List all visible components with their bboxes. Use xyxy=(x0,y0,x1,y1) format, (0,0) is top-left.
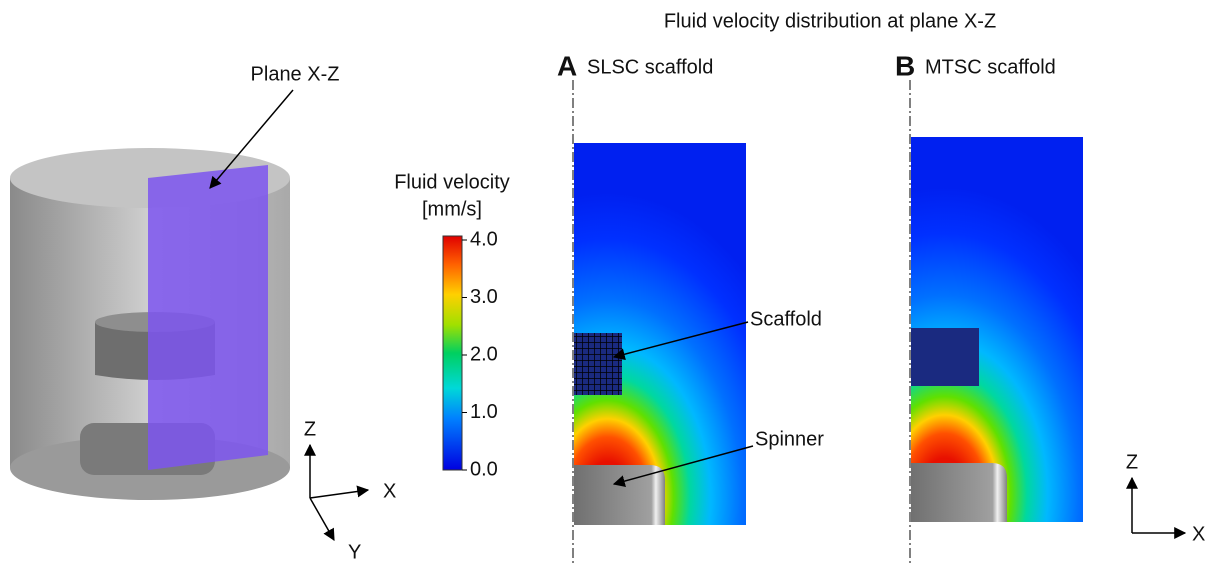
colorbar-unit: [mm/s] xyxy=(422,198,482,220)
annotation-arrow xyxy=(612,445,754,487)
colorbar-tick-label: 3.0 xyxy=(470,286,498,308)
axes-3d xyxy=(304,443,370,542)
plane-label: Plane X-Z xyxy=(251,63,340,85)
axis-label: X xyxy=(1192,523,1205,545)
axes-2d xyxy=(1126,476,1187,539)
panel-label: SLSC scaffold xyxy=(587,56,713,78)
annotation: Scaffold xyxy=(750,308,822,330)
annotation-arrow xyxy=(612,321,749,361)
colorbar-tick-label: 4.0 xyxy=(470,228,498,250)
spinner xyxy=(911,463,1007,522)
colorbar xyxy=(442,235,463,471)
axis-label: Z xyxy=(1126,451,1138,473)
axis-label: Y xyxy=(348,541,361,563)
plane-arrow xyxy=(209,89,294,189)
spinner xyxy=(574,465,665,525)
axis-label: X xyxy=(383,480,396,502)
panel-letter: B xyxy=(895,50,915,81)
panel-letter: A xyxy=(557,50,577,81)
colorbar-title: Fluid velocity xyxy=(394,171,510,193)
axis-label: Z xyxy=(304,418,316,440)
scaffold xyxy=(574,333,622,395)
cylinder-illustration xyxy=(10,148,290,500)
scaffold xyxy=(911,328,979,386)
colorbar-tick-label: 2.0 xyxy=(470,343,498,365)
figure-title: Fluid velocity distribution at plane X-Z xyxy=(664,10,996,32)
colorbar-ticks: 4.0 3.0 2.0 1.0 0.0 xyxy=(462,228,498,480)
annotation: Spinner xyxy=(755,428,824,450)
panel-label: MTSC scaffold xyxy=(925,56,1056,78)
colorbar-tick-label: 0.0 xyxy=(470,458,498,480)
colorbar-tick-label: 1.0 xyxy=(470,401,498,423)
